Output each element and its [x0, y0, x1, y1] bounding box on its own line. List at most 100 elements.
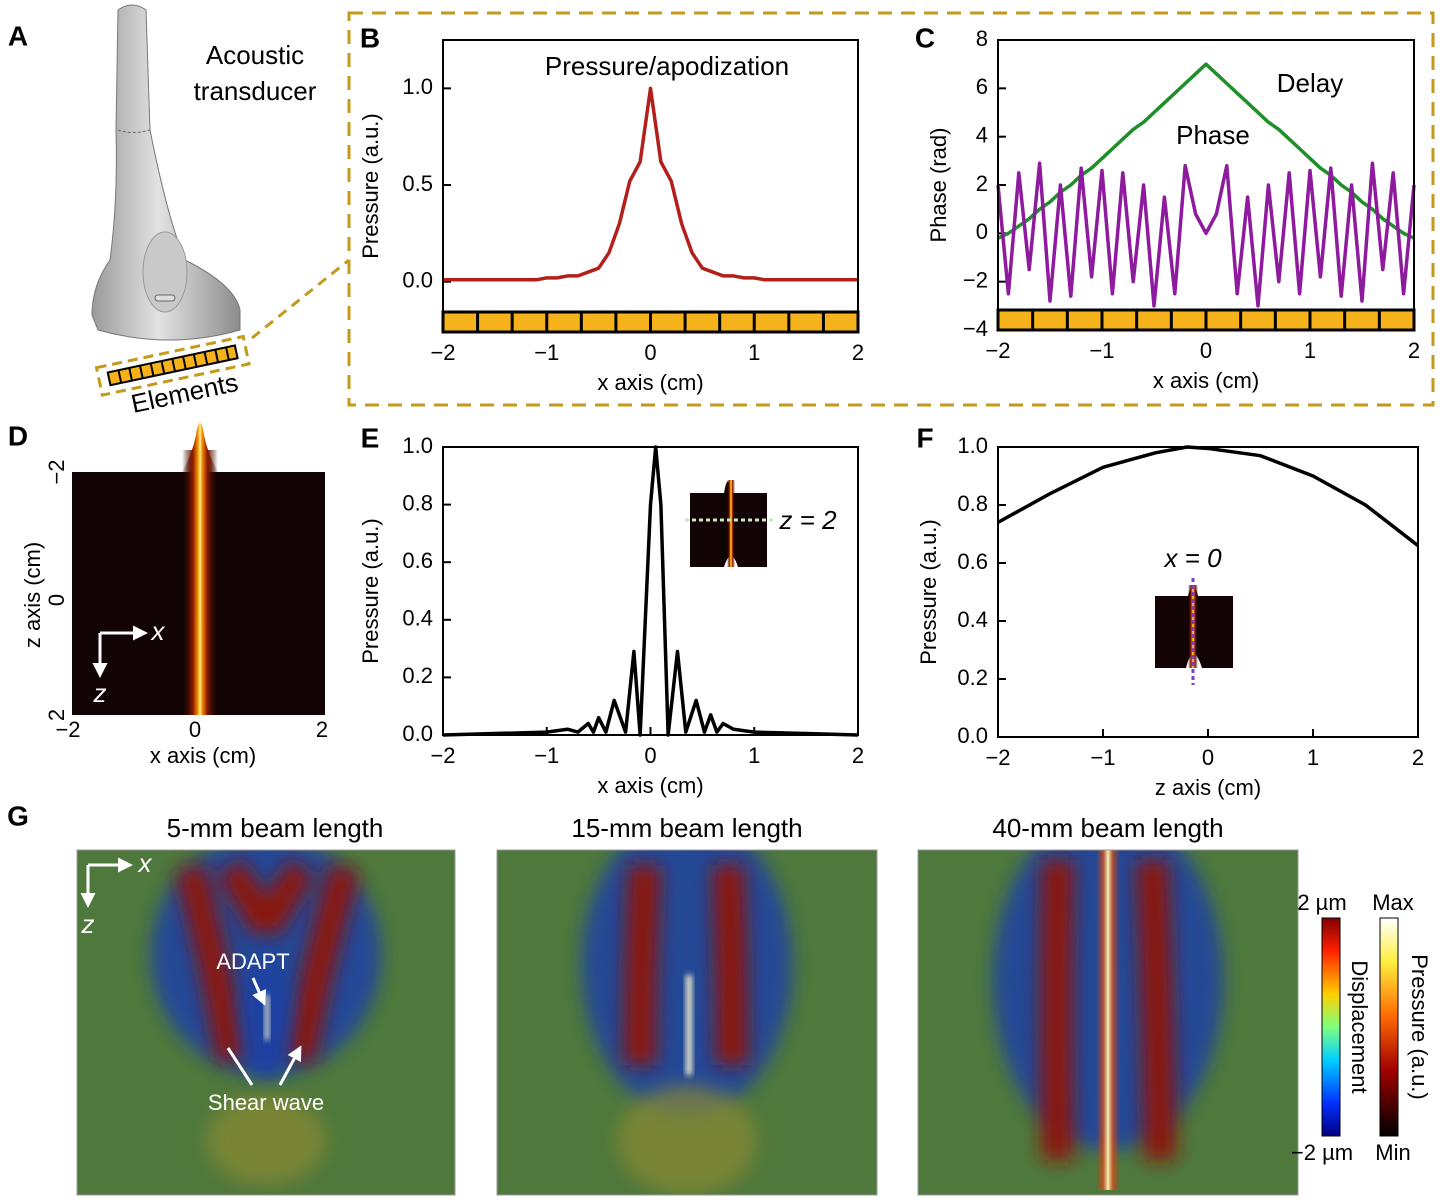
y-tick-label: 0.0 [402, 721, 433, 746]
y-tick-label: 1.0 [402, 433, 433, 458]
y-tick-label: 2 [976, 171, 988, 196]
map-frame [496, 849, 878, 1196]
panel-label: C [915, 22, 935, 53]
colorbar-pressure [1379, 917, 1399, 1137]
z-tick-label: 2 [44, 709, 69, 721]
transducer-title: transducer [194, 76, 317, 106]
series-line [997, 62, 1415, 240]
panel-label: B [360, 22, 380, 53]
series-line [997, 445, 1420, 547]
y-tick-label: 0.2 [402, 663, 433, 688]
y-tick-label: 1.0 [957, 433, 988, 458]
x-tick-label: 0 [644, 340, 656, 365]
inset-beam [727, 480, 735, 567]
panel-label: G [7, 800, 29, 831]
annotation: x = 0 [1162, 543, 1222, 573]
x-tick-label: 0 [1202, 745, 1214, 770]
element-dividers [117, 347, 230, 384]
x-tick-label: 1 [748, 340, 760, 365]
z-tick-label: −2 [44, 459, 69, 484]
inset-e [685, 480, 776, 567]
y-tick-label: 0.6 [402, 548, 433, 573]
y-tick-label: 1.0 [402, 74, 433, 99]
x-axis-label: x axis (cm) [1153, 368, 1259, 393]
element-array [94, 334, 251, 397]
x-axis-label: x axis (cm) [597, 370, 703, 395]
y-tick-label: 0.2 [957, 665, 988, 690]
colorbar-label: Displacement [1347, 960, 1372, 1093]
beam-map-2 [497, 850, 877, 1195]
y-tick-label: 0.8 [402, 490, 433, 515]
map-frame [76, 849, 456, 1196]
y-axis-label: Pressure (a.u.) [358, 518, 383, 664]
plot-frame [442, 39, 859, 333]
shear-wave-front [624, 864, 748, 1066]
inset-f [1155, 578, 1233, 685]
x-tick-label: −2 [430, 743, 455, 768]
series-label: Phase [1176, 120, 1250, 150]
plot-frame [997, 39, 1415, 331]
panel-label: D [8, 420, 28, 451]
trailing-lobe [617, 1085, 757, 1195]
adapt-label: ADAPT [216, 949, 289, 974]
y-axis-label: Pressure (a.u.) [358, 113, 383, 259]
dashed-frame [347, 11, 1435, 407]
annotation: z = 2 [778, 505, 837, 535]
x-tick-label: 0 [189, 717, 201, 742]
x-tick-label: −1 [1089, 338, 1114, 363]
series-label: Delay [1277, 68, 1343, 98]
y-tick-label: 8 [976, 26, 988, 51]
y-axis-label: Pressure (a.u.) [916, 519, 941, 665]
shear-wave-arrows [226, 1048, 300, 1086]
shear-wave-label: Shear wave [208, 1090, 324, 1115]
y-tick-label: −4 [963, 316, 988, 341]
colorbar-label: Pressure (a.u.) [1407, 954, 1432, 1100]
y-tick-label: −2 [963, 267, 988, 292]
x-tick-label: −2 [55, 717, 80, 742]
y-tick-label: 0.6 [957, 549, 988, 574]
x-tick-label: 1 [1304, 338, 1316, 363]
map-title: 40-mm beam length [992, 813, 1223, 843]
x-tick-label: −2 [985, 745, 1010, 770]
map-title: 5-mm beam length [167, 813, 384, 843]
plot-frame [442, 446, 859, 736]
pressure-beam [1096, 850, 1120, 1190]
y-tick-label: 0.5 [402, 171, 433, 196]
x-tick-label: 1 [748, 743, 760, 768]
colorbar-max: Max [1372, 890, 1414, 915]
colorbar-min: Min [1375, 1140, 1410, 1165]
y-tick-label: 0.4 [402, 606, 433, 631]
trailing-lobe [206, 1095, 326, 1185]
colorbar-max: 2 µm [1297, 890, 1346, 915]
x-tick-label: 2 [316, 717, 328, 742]
dashed-connector [251, 258, 350, 340]
x-tick-label: 0 [1200, 338, 1212, 363]
x-axis-label: z axis (cm) [1155, 775, 1261, 800]
beam-map-1 [77, 850, 455, 1195]
x-tick-label: −1 [1090, 745, 1115, 770]
shear-wave-front [1040, 859, 1176, 1161]
map-frame [917, 849, 1299, 1196]
map-title: 15-mm beam length [571, 813, 802, 843]
plot-frame [997, 446, 1419, 738]
x-tick-label: 1 [1307, 745, 1319, 770]
y-tick-label: 0.0 [402, 268, 433, 293]
panel-label: F [916, 422, 933, 453]
x-tick-label: −1 [534, 743, 559, 768]
x-tick-label: −2 [430, 340, 455, 365]
probe-button [154, 294, 176, 302]
axis-x-letter: x [137, 848, 153, 878]
x-tick-label: 2 [1408, 338, 1420, 363]
y-tick-label: 0.0 [957, 723, 988, 748]
z-axis-label: z axis (cm) [20, 542, 45, 648]
colorbar-min: −2 µm [1291, 1140, 1353, 1165]
y-tick-label: 0.8 [957, 491, 988, 516]
transducer-title: Acoustic [206, 40, 304, 70]
y-tick-label: 6 [976, 74, 988, 99]
heatmap-d [72, 422, 325, 715]
x-axis-label: x axis (cm) [597, 773, 703, 798]
pressure-beam [686, 975, 692, 1075]
y-tick-label: 0 [976, 219, 988, 244]
z-tick-label: 0 [44, 594, 69, 606]
